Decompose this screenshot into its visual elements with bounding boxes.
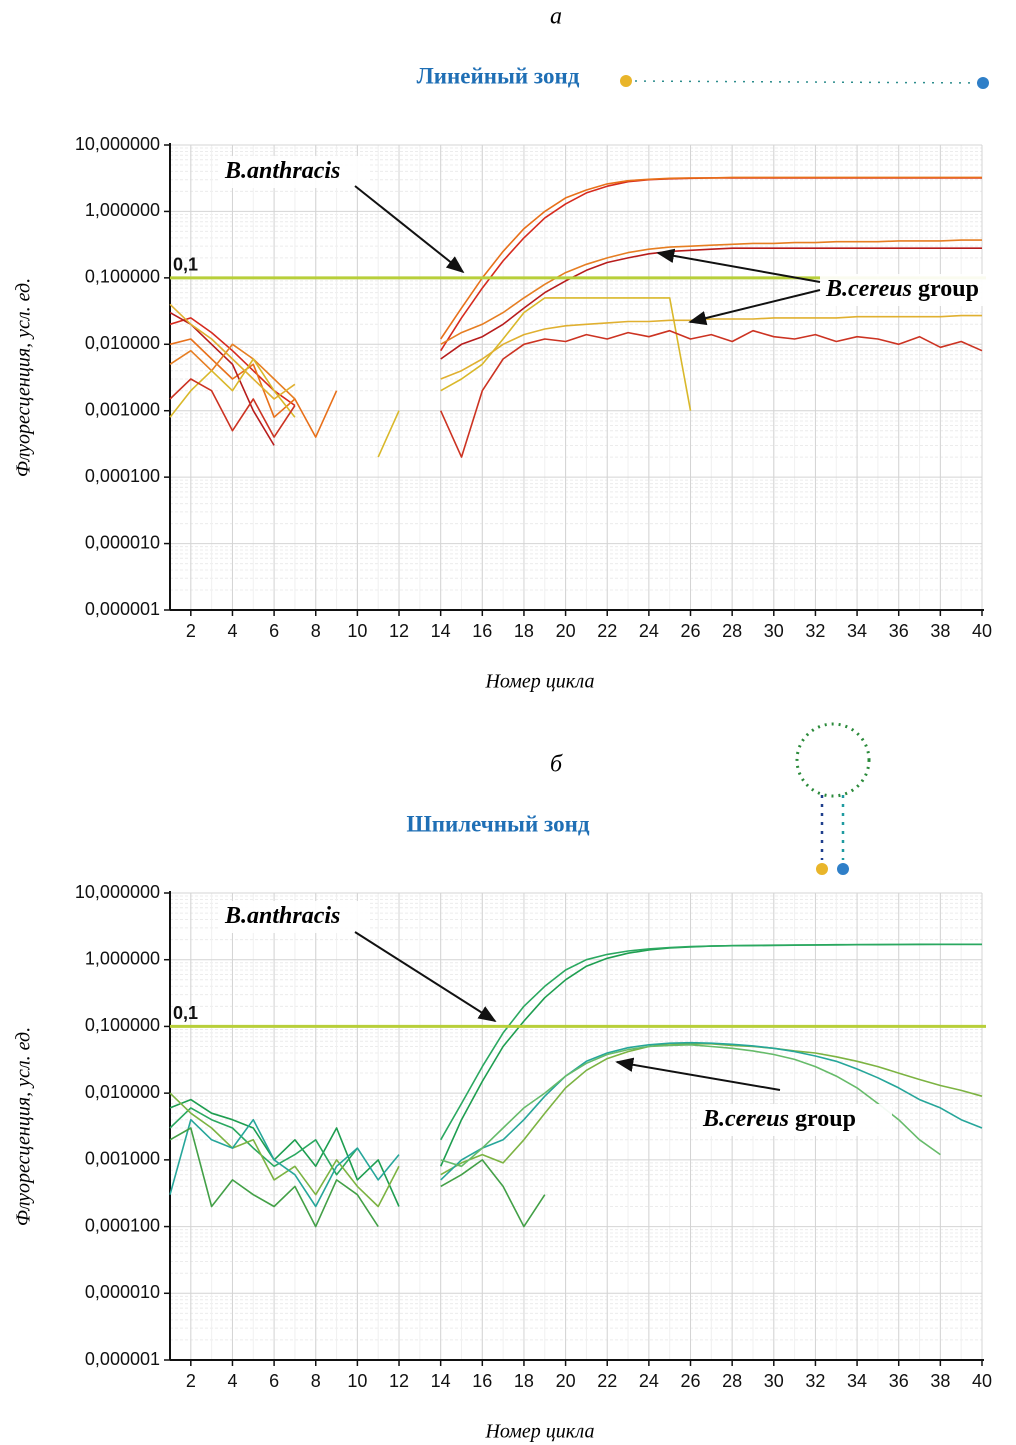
x-tick-label: 38 [930, 1371, 950, 1391]
y-tick-label: 0,100000 [85, 267, 160, 287]
x-tick-label: 40 [972, 621, 992, 641]
y-tick-label: 0,000001 [85, 1349, 160, 1369]
annotation-part: group [795, 1106, 856, 1132]
x-tick-label: 4 [227, 621, 237, 641]
annotation-part: B.cereus [702, 1106, 789, 1132]
x-axis-label: Номер цикла [484, 1421, 594, 1443]
x-tick-label: 38 [930, 621, 950, 641]
y-tick-label: 10,000000 [75, 134, 160, 154]
annotation-part: B.anthracis [224, 158, 340, 184]
x-tick-label: 22 [597, 1371, 617, 1391]
y-tick-label: 1,000000 [85, 200, 160, 220]
annotation: B.anthracis [224, 158, 340, 184]
x-tick-label: 36 [889, 1371, 909, 1391]
x-tick-label: 20 [556, 1371, 576, 1391]
figure: а Линейный зонд 10,000000 1,000000 0,100000 0… [0, 0, 1016, 1445]
threshold-label: 0,1 [173, 255, 198, 275]
y-tick-label: 0,000010 [85, 532, 160, 552]
y-tick-label: 0,000100 [85, 466, 160, 486]
x-tick-label: 4 [227, 1371, 237, 1391]
y-tick-label: 10,000000 [75, 882, 160, 902]
y-tick-label: 0,000010 [85, 1282, 160, 1302]
x-tick-label: 12 [389, 1371, 409, 1391]
x-tick-label: 10 [347, 1371, 367, 1391]
x-tick-label: 30 [764, 1371, 784, 1391]
x-tick-label: 32 [805, 621, 825, 641]
x-tick-label: 32 [805, 1371, 825, 1391]
x-axis-label: Номер цикла [484, 671, 594, 693]
x-tick-label: 26 [680, 621, 700, 641]
x-tick-label: 24 [639, 621, 659, 641]
y-tick-label: 0,000100 [85, 1215, 160, 1235]
y-tick-label: 0,000001 [85, 599, 160, 619]
panel-letter: б [550, 752, 563, 778]
y-tick-label: 0,010000 [85, 1082, 160, 1102]
x-tick-label: 22 [597, 621, 617, 641]
x-tick-label: 34 [847, 1371, 867, 1391]
x-tick-label: 8 [311, 1371, 321, 1391]
x-tick-label: 30 [764, 621, 784, 641]
annotation: B.anthracis [224, 903, 340, 929]
x-tick-label: 14 [431, 1371, 451, 1391]
annotation-part: B.cereus [825, 276, 912, 302]
x-tick-label: 14 [431, 621, 451, 641]
x-tick-label: 18 [514, 1371, 534, 1391]
x-tick-label: 2 [186, 621, 196, 641]
threshold-label: 0,1 [173, 1003, 198, 1023]
x-tick-label: 12 [389, 621, 409, 641]
x-tick-label: 28 [722, 621, 742, 641]
x-tick-label: 36 [889, 621, 909, 641]
chart-title: Шпилечный зонд [407, 811, 590, 836]
x-tick-label: 6 [269, 621, 279, 641]
y-axis-label: Флуоресценция, усл. ед. [13, 1027, 35, 1226]
y-tick-label: 0,001000 [85, 399, 160, 419]
x-tick-label: 24 [639, 1371, 659, 1391]
y-tick-label: 0,100000 [85, 1015, 160, 1035]
y-tick-label: 1,000000 [85, 948, 160, 968]
linear-probe-icon [620, 75, 989, 89]
x-tick-label: 20 [556, 621, 576, 641]
hairpin-probe-icon [797, 724, 869, 875]
y-axis-label: Флуоресценция, усл. ед. [13, 278, 35, 477]
x-tick-label: 18 [514, 621, 534, 641]
y-tick-label: 0,010000 [85, 333, 160, 353]
x-tick-label: 40 [972, 1371, 992, 1391]
panel-letter: а [550, 4, 562, 30]
x-tick-label: 10 [347, 621, 367, 641]
x-tick-label: 6 [269, 1371, 279, 1391]
x-tick-label: 26 [680, 1371, 700, 1391]
y-tick-label: 0,001000 [85, 1149, 160, 1169]
annotation-part: B.anthracis [224, 903, 340, 929]
x-tick-label: 16 [472, 1371, 492, 1391]
x-tick-label: 34 [847, 621, 867, 641]
x-tick-label: 28 [722, 1371, 742, 1391]
x-tick-label: 2 [186, 1371, 196, 1391]
x-tick-label: 8 [311, 621, 321, 641]
chart-title: Линейный зонд [417, 63, 580, 88]
annotation-part: group [918, 276, 979, 302]
x-tick-label: 16 [472, 621, 492, 641]
